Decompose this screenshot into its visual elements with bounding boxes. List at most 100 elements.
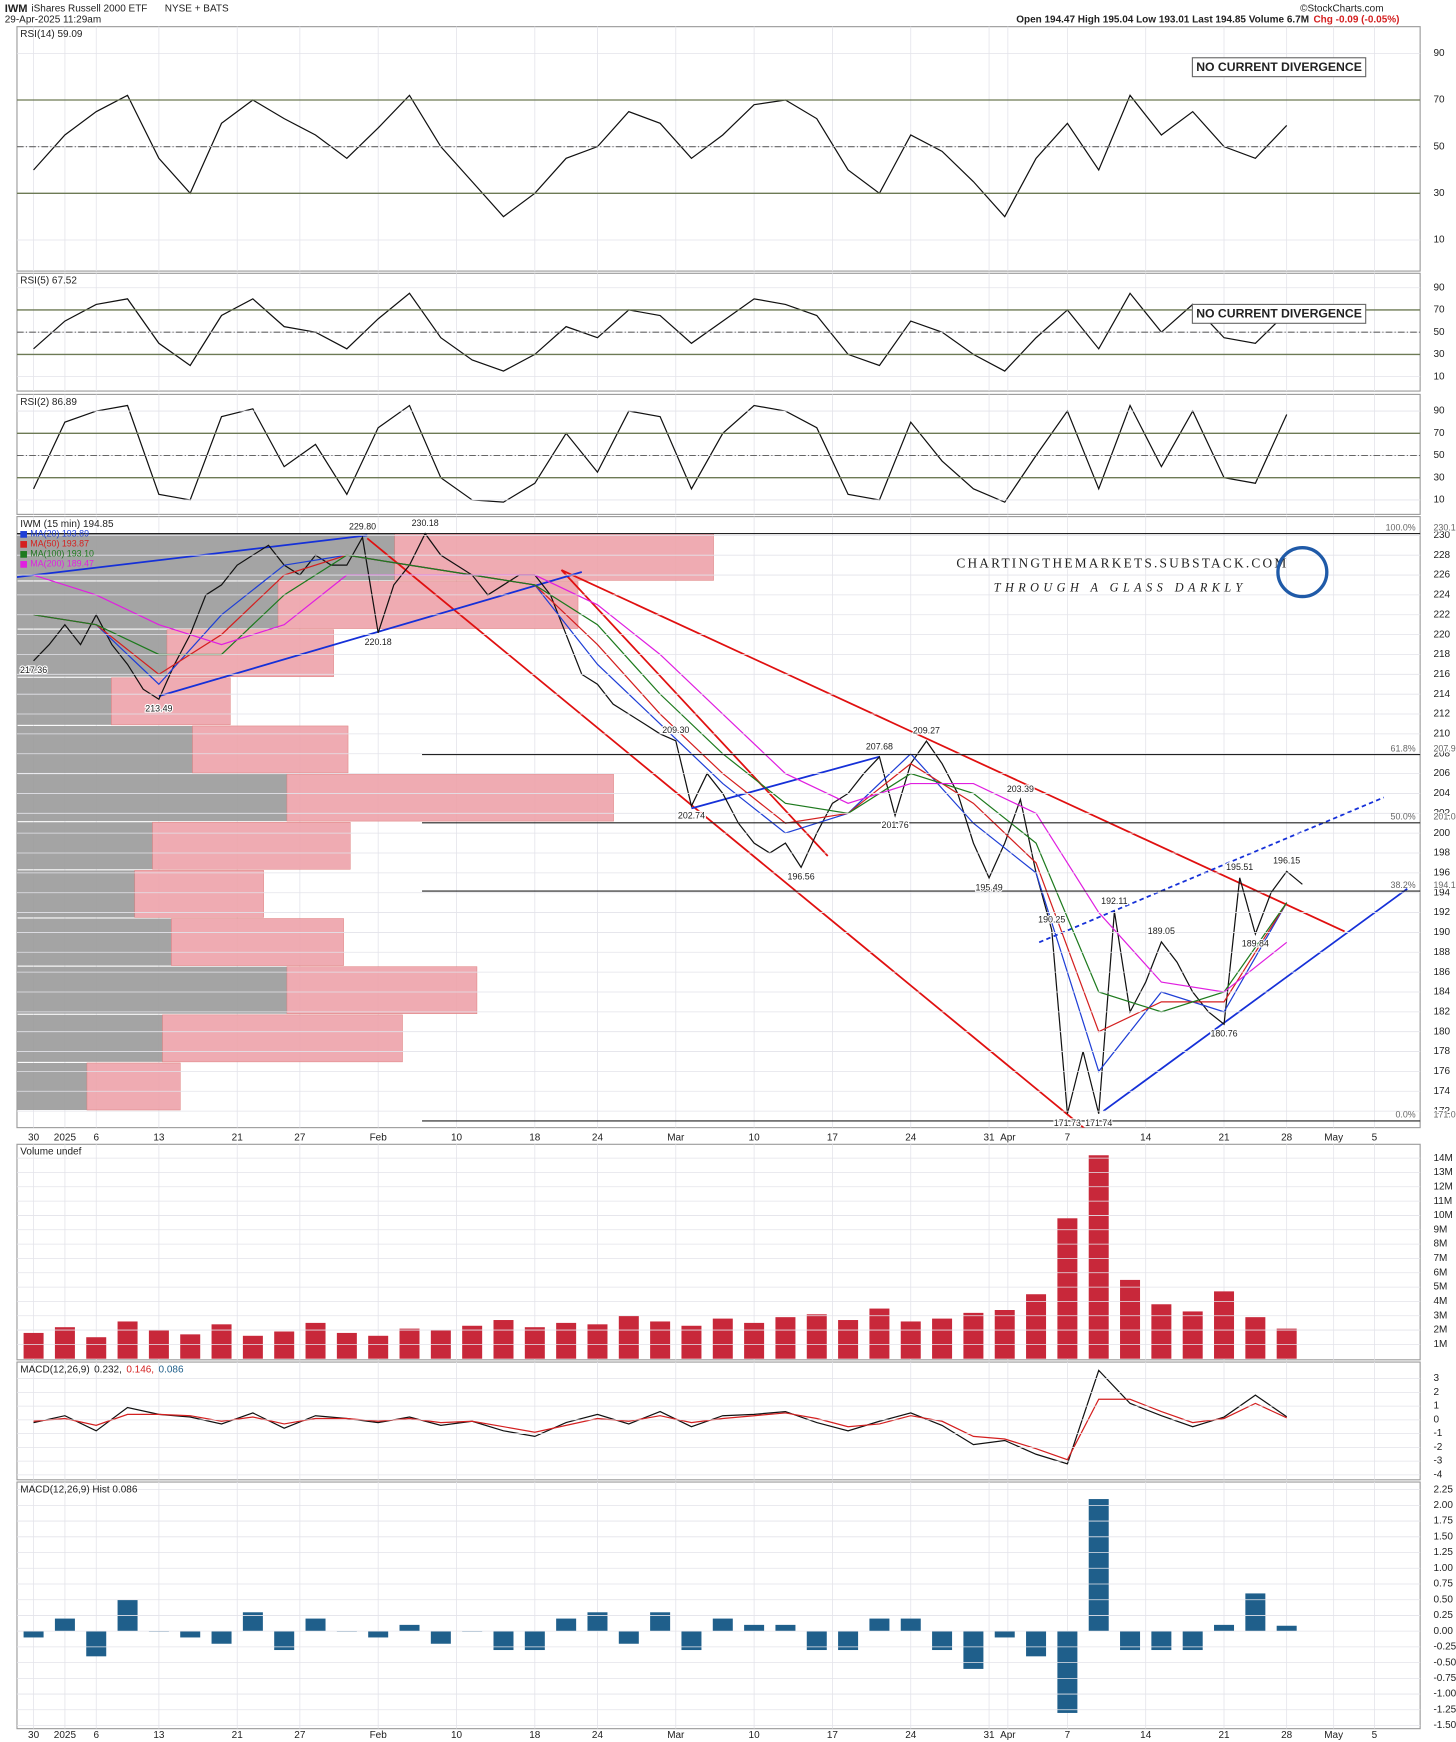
- bar: [838, 1631, 859, 1651]
- y-tick-label: -1.25: [1433, 1704, 1456, 1715]
- panel-frame: [16, 393, 1421, 515]
- bar: [932, 1631, 953, 1651]
- panel: [23, 1499, 1297, 1713]
- profile-down: [86, 1062, 181, 1111]
- x-tick-label: 17: [827, 1132, 839, 1143]
- bar: [1151, 1631, 1172, 1651]
- y-tick-label: 1.25: [1433, 1547, 1453, 1558]
- y-tick-label: 206: [1433, 768, 1450, 779]
- bar: [399, 1624, 420, 1632]
- y-tick-label: 10M: [1433, 1210, 1452, 1221]
- y-tick-label: 220: [1433, 629, 1450, 640]
- price-annotation: 213.49: [145, 704, 172, 714]
- y-tick-label: 212: [1433, 709, 1450, 720]
- bar: [399, 1328, 420, 1359]
- x-tick-label: 13: [153, 1132, 165, 1143]
- y-tick-label: -1.00: [1433, 1689, 1456, 1700]
- bar: [493, 1631, 514, 1651]
- bar: [838, 1320, 859, 1359]
- y-tick-label: 224: [1433, 590, 1450, 601]
- y-tick-label: 202: [1433, 808, 1450, 819]
- y-tick-label: 222: [1433, 609, 1450, 620]
- trend-line: [158, 571, 583, 697]
- x-tick-label: 31: [984, 1132, 996, 1143]
- profile-up: [16, 581, 279, 629]
- exchange: NYSE + BATS: [165, 4, 229, 15]
- y-tick-label: 0.25: [1433, 1610, 1453, 1621]
- legend-entry: MA(200) 189.47: [30, 559, 94, 569]
- price-annotation: 171.73: [1054, 1118, 1081, 1128]
- y-tick-label: 176: [1433, 1066, 1450, 1077]
- legend-swatch: [20, 531, 27, 538]
- x-tick-label: 13: [153, 1730, 165, 1741]
- profile-down: [152, 821, 351, 870]
- bar: [775, 1317, 796, 1359]
- x-tick-label: 24: [592, 1132, 604, 1143]
- y-tick-label: -4: [1433, 1469, 1442, 1480]
- y-tick-label: 208: [1433, 748, 1450, 759]
- bar: [650, 1321, 671, 1359]
- y-tick-label: 7M: [1433, 1253, 1447, 1264]
- y-tick-label: 1.50: [1433, 1531, 1453, 1542]
- x-tick-label: 31: [984, 1730, 996, 1741]
- bar: [681, 1631, 702, 1651]
- y-tick-label: 30: [1433, 472, 1445, 483]
- profile-up: [16, 677, 112, 725]
- fib-pct: 61.8%: [1391, 743, 1416, 753]
- change: Chg -0.09 (-0.05%): [1313, 15, 1399, 26]
- y-tick-label: 190: [1433, 927, 1450, 938]
- y-tick-label: 90: [1433, 282, 1445, 293]
- y-tick-label: 0.00: [1433, 1626, 1453, 1637]
- legend-swatch: [20, 561, 27, 568]
- date: 29-Apr-2025 11:29am: [5, 15, 101, 26]
- y-tick-label: 194: [1433, 887, 1450, 898]
- y-tick-label: 186: [1433, 967, 1450, 978]
- y-tick-label: 228: [1433, 550, 1450, 561]
- y-tick-label: -1: [1433, 1428, 1442, 1439]
- y-tick-label: 0.50: [1433, 1594, 1453, 1605]
- profile-up: [16, 725, 193, 773]
- x-tick-label: Mar: [667, 1730, 685, 1741]
- legend-entry: MA(20) 193.89: [30, 529, 89, 539]
- watermark-tagline: THROUGH A GLASS DARKLY: [994, 581, 1247, 595]
- panel: [16, 532, 1408, 1128]
- trend-line: [366, 537, 1085, 1128]
- y-tick-label: 218: [1433, 649, 1450, 660]
- fib-value: 230.18: [1433, 522, 1456, 532]
- y-tick-label: 1.00: [1433, 1563, 1453, 1574]
- panel-title: IWM (15 min) 194.85: [20, 519, 114, 530]
- bar: [806, 1631, 827, 1651]
- x-tick-label: 30: [28, 1730, 40, 1741]
- y-tick-label: 0.75: [1433, 1579, 1453, 1590]
- x-tick-label: 2025: [54, 1132, 77, 1143]
- x-tick-label: Mar: [667, 1132, 685, 1143]
- bar: [587, 1612, 608, 1632]
- y-tick-label: 50: [1433, 327, 1445, 338]
- y-tick-label: 200: [1433, 828, 1450, 839]
- x-tick-label: 28: [1281, 1132, 1293, 1143]
- bar: [1088, 1155, 1109, 1359]
- y-tick-label: 192: [1433, 907, 1450, 918]
- y-tick-label: 3M: [1433, 1310, 1447, 1321]
- y-tick-label: 198: [1433, 848, 1450, 859]
- x-tick-label: 6: [93, 1132, 99, 1143]
- price-annotation: 196.15: [1273, 856, 1300, 866]
- bar: [963, 1631, 984, 1669]
- profile-down: [286, 773, 614, 822]
- bar: [368, 1631, 389, 1638]
- bar: [336, 1332, 357, 1359]
- note: NO CURRENT DIVERGENCE: [1196, 60, 1362, 74]
- price-annotation: 217.36: [20, 665, 47, 675]
- y-tick-label: 172: [1433, 1106, 1450, 1117]
- bar: [1245, 1317, 1266, 1359]
- bar: [524, 1631, 545, 1651]
- y-tick-label: 70: [1433, 428, 1445, 439]
- y-tick-label: 2.00: [1433, 1500, 1453, 1511]
- y-tick-label: 90: [1433, 406, 1445, 417]
- bar: [1026, 1631, 1047, 1657]
- bar: [242, 1612, 263, 1632]
- panel: [33, 94, 1288, 218]
- x-tick-label: 21: [232, 1730, 244, 1741]
- bar: [524, 1327, 545, 1359]
- bar: [1245, 1593, 1266, 1632]
